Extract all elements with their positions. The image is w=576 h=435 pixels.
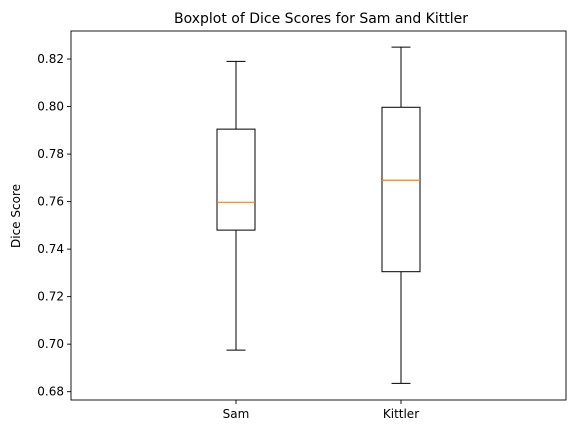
y-tick-label: 0.82: [37, 52, 64, 66]
y-tick-label: 0.74: [37, 242, 64, 256]
x-tick-label: Kittler: [383, 407, 419, 421]
y-tick-label: 0.80: [37, 100, 64, 114]
plot-frame: [70, 30, 567, 401]
y-axis-label: Dice Score: [9, 184, 23, 248]
chart-title: Boxplot of Dice Scores for Sam and Kittl…: [174, 11, 468, 27]
y-tick-label: 0.76: [37, 195, 64, 209]
y-tick-label: 0.70: [37, 337, 64, 351]
x-tick-label: Sam: [223, 407, 250, 421]
y-tick-label: 0.72: [37, 290, 64, 304]
y-tick-label: 0.68: [37, 385, 64, 399]
y-tick-label: 0.78: [37, 147, 64, 161]
box-iqr: [381, 106, 421, 273]
plot-area: 0.68 0.70 0.72 0.74 0.76 0.78 0.80 0.82 Sam Kittl…: [37, 30, 567, 421]
box-iqr: [216, 128, 256, 231]
